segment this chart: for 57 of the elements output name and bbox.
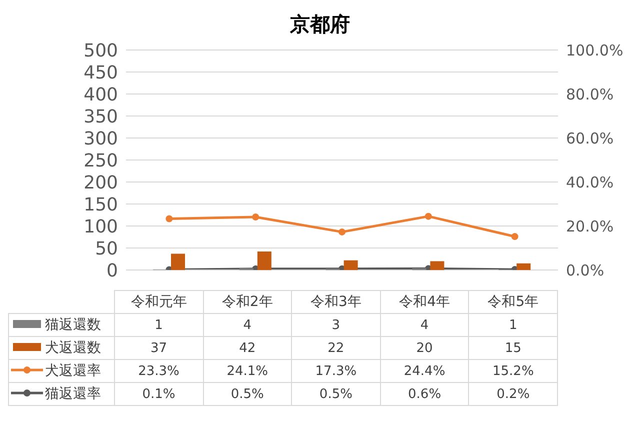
legend-label: 犬返還率 (8, 360, 114, 382)
legend-label: 猫返還率 (8, 382, 114, 406)
point (424, 212, 432, 220)
data-label: 4 (380, 314, 469, 336)
legend-label: 猫返還数 (8, 314, 114, 336)
y-tick-label: 450 (84, 62, 118, 84)
data-label: 24.4% (380, 360, 469, 382)
bar (257, 252, 272, 270)
bar (430, 261, 444, 270)
bar (516, 263, 531, 270)
x-tick-label: 令和3年 (292, 290, 380, 314)
y-tick-label: 250 (84, 150, 118, 172)
y2-tick-label: 40.0% (566, 173, 614, 192)
data-label: 0.2% (468, 382, 558, 406)
y2-tick-label: 60.0% (566, 129, 614, 148)
data-label: 23.3% (114, 360, 204, 382)
y2-tick-label: 20.0% (566, 217, 614, 236)
data-label: 22 (292, 336, 380, 360)
data-label: 0.5% (203, 382, 292, 406)
x-tick-label: 令和2年 (203, 290, 292, 314)
data-label: 4 (203, 314, 292, 336)
y-tick-label: 400 (84, 84, 118, 106)
data-label: 1 (468, 314, 558, 336)
legend-label: 犬返還数 (8, 336, 114, 360)
data-label: 37 (114, 336, 204, 360)
data-label: 0.1% (114, 382, 204, 406)
data-label: 15.2% (468, 360, 558, 382)
y-tick-label: 300 (84, 128, 118, 150)
x-tick-label: 令和5年 (468, 290, 558, 314)
y2-tick-label: 80.0% (566, 85, 614, 104)
data-label: 15 (468, 336, 558, 360)
data-label: 17.3% (292, 360, 380, 382)
y-tick-label: 150 (84, 194, 118, 216)
data-label: 24.1% (203, 360, 292, 382)
point (252, 213, 260, 220)
point (166, 215, 173, 222)
y-tick-label: 100 (84, 216, 118, 238)
y-tick-label: 200 (84, 172, 118, 194)
data-label: 0.6% (380, 382, 469, 406)
bar (344, 260, 358, 270)
y2-tick-label: 100.0% (566, 41, 624, 60)
point (511, 233, 518, 240)
y-tick-label: 350 (84, 106, 118, 128)
x-tick-label: 令和元年 (114, 290, 204, 314)
point (338, 228, 346, 236)
data-label: 3 (292, 314, 380, 336)
data-label: 20 (380, 336, 469, 360)
y-tick-label: 500 (84, 40, 118, 62)
bar (171, 254, 185, 270)
x-tick-label: 令和4年 (380, 290, 469, 314)
data-label: 1 (114, 314, 204, 336)
y-tick-label: 50 (95, 238, 118, 260)
data-label: 0.5% (292, 382, 380, 406)
y-tick-label: 0 (106, 260, 118, 282)
data-label: 42 (203, 336, 292, 360)
chart-title: 京都府 (289, 11, 351, 38)
y2-tick-label: 0.0% (566, 261, 604, 280)
